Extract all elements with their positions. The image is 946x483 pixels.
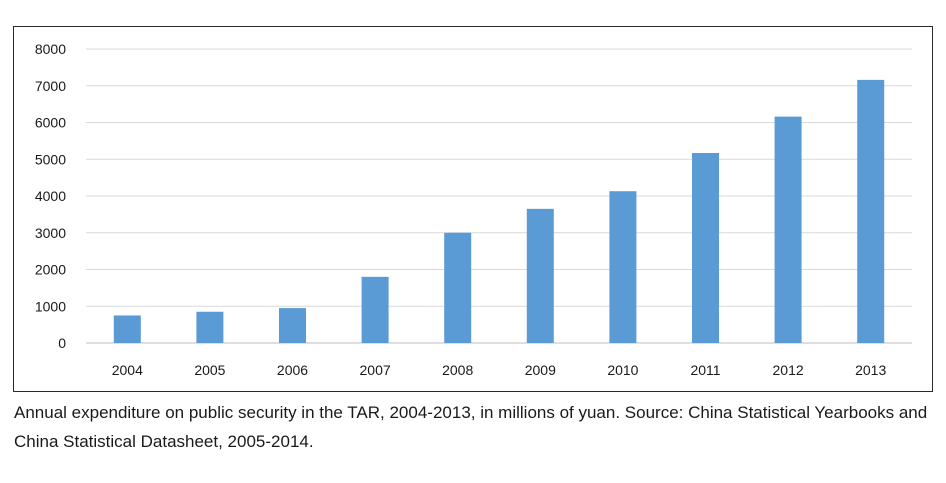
- figure-caption: Annual expenditure on public security in…: [14, 403, 928, 451]
- bar: [857, 79, 885, 343]
- x-tick-label: 2008: [442, 362, 473, 378]
- x-tick-label: 2013: [855, 362, 886, 378]
- bar: [196, 311, 224, 343]
- x-tick-label: 2005: [194, 362, 225, 378]
- x-tick-label: 2006: [277, 362, 308, 378]
- bar: [526, 208, 554, 343]
- bar: [113, 315, 141, 343]
- bar: [692, 153, 719, 343]
- y-tick-label: 5000: [35, 151, 66, 167]
- x-tick-label: 2007: [360, 362, 391, 378]
- bar: [279, 308, 306, 343]
- x-tick-label: 2004: [112, 362, 143, 378]
- x-tick-label: 2011: [690, 362, 720, 378]
- y-tick-label: 4000: [35, 188, 66, 204]
- x-tick-label: 2010: [607, 362, 638, 378]
- y-tick-label: 1000: [35, 298, 66, 314]
- x-tick-label: 2009: [525, 362, 556, 378]
- y-tick-label: 7000: [35, 78, 66, 94]
- y-tick-label: 8000: [35, 41, 66, 57]
- x-tick-label: 2012: [773, 362, 804, 378]
- bar: [444, 232, 472, 343]
- bar-chart: 0 1000 2000 3000 4000 5000 6000 7000 8000 2004 200…: [35, 41, 912, 378]
- bar: [361, 276, 389, 343]
- y-tick-label: 2000: [35, 262, 66, 278]
- bar: [609, 191, 637, 343]
- y-tick-label: 0: [58, 335, 66, 351]
- y-tick-label: 6000: [35, 115, 66, 131]
- bar: [774, 116, 802, 344]
- y-tick-label: 3000: [35, 225, 66, 241]
- chart-frame: 0 1000 2000 3000 4000 5000 6000 7000 8000 2004 200…: [13, 26, 933, 392]
